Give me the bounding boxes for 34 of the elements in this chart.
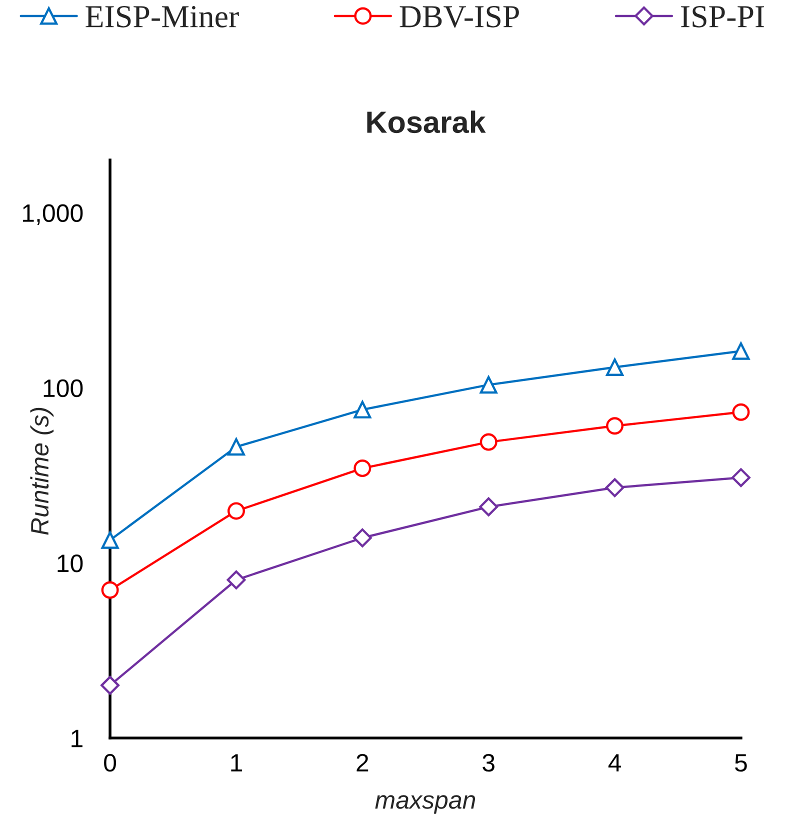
point <box>732 403 750 421</box>
x-tick-label: 3 <box>482 754 494 772</box>
point <box>226 570 246 590</box>
point <box>354 460 372 478</box>
point <box>101 531 119 549</box>
point <box>227 502 245 520</box>
point <box>354 400 372 418</box>
point <box>480 433 498 451</box>
legend-label: EISP-Miner <box>86 6 239 28</box>
y-tick-label: 1 <box>72 730 82 748</box>
point <box>732 468 750 488</box>
legend-label: DBV-ISP <box>400 6 519 28</box>
chart-title: Kosarak <box>367 110 486 134</box>
point <box>605 478 624 498</box>
point <box>479 497 498 516</box>
point <box>352 528 372 548</box>
x-tick-label: 1 <box>231 754 242 772</box>
point <box>606 358 624 376</box>
point <box>606 417 624 435</box>
point <box>100 676 120 695</box>
point <box>732 342 750 360</box>
x-tick-label: 4 <box>608 754 621 772</box>
legend-label: ISP-PI <box>681 6 764 28</box>
point <box>227 438 245 456</box>
y-axis-title: Runtime (s) <box>30 408 54 535</box>
y-tick-label: 100 <box>44 379 83 398</box>
x-axis-title: maxspan <box>375 795 476 814</box>
x-tick-label: 2 <box>356 754 368 772</box>
point <box>480 376 498 394</box>
point <box>101 581 119 599</box>
x-tick-label: 0 <box>104 754 116 772</box>
y-tick-label: 1,000 <box>23 204 83 225</box>
y-tick-label: 10 <box>58 554 83 572</box>
x-tick-label: 5 <box>735 754 747 772</box>
